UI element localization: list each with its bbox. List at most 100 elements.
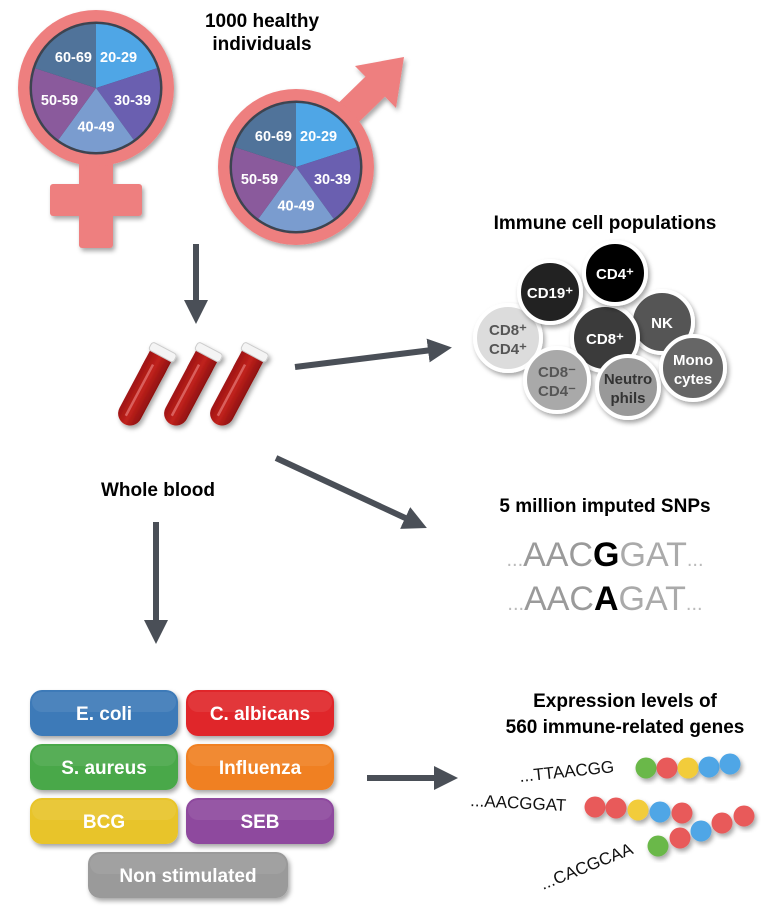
blood-tube-icon bbox=[118, 342, 177, 426]
age-group-label: 20-29 bbox=[100, 50, 137, 66]
cohort-title-line2: individuals bbox=[212, 34, 311, 55]
stimulus-influenza: Influenza bbox=[186, 744, 334, 790]
stimulus-s-aureus: S. aureus bbox=[30, 744, 178, 790]
immune-cell: CD4⁺ bbox=[582, 240, 648, 306]
stimulus-seb: SEB bbox=[186, 798, 334, 844]
immune-cell-cluster: CD8⁺ CD4⁺ CD19⁺ NK CD8⁺ CD4⁺ CD8⁻ CD4⁻ Neutro phi… bbox=[473, 240, 727, 420]
stimulus-non-stimulated: Non stimulated bbox=[88, 852, 288, 898]
seq-after: GAT bbox=[620, 536, 687, 574]
blood-tubes bbox=[118, 342, 269, 426]
immune-cell: CD8⁻ CD4⁻ bbox=[523, 346, 591, 414]
snp-seq-2: ...AACAGAT... bbox=[507, 580, 702, 618]
cell-label: CD8⁻ bbox=[538, 364, 576, 381]
expression-bead bbox=[635, 757, 657, 779]
cell-label: cytes bbox=[674, 371, 712, 388]
age-group-label: 30-39 bbox=[314, 172, 351, 188]
snp-variant: G bbox=[593, 536, 619, 574]
pie-slice-50-59 bbox=[232, 147, 296, 219]
expression-row: ...AACGGAT bbox=[470, 791, 693, 824]
age-group-label: 40-49 bbox=[77, 119, 114, 135]
cell-label: CD8⁺ bbox=[489, 322, 527, 339]
expression-bead bbox=[656, 757, 678, 779]
stimulation-conditions: E. coli C. albicans S. aureus Influenza BCG S… bbox=[30, 690, 334, 898]
age-group-label: 60-69 bbox=[255, 129, 292, 145]
immune-title: Immune cell populations bbox=[494, 213, 717, 234]
stimulus-e-coli: E. coli bbox=[30, 690, 178, 736]
expression-bead bbox=[719, 753, 741, 775]
cell-label: CD4⁺ bbox=[489, 341, 527, 358]
age-group-label: 50-59 bbox=[241, 172, 278, 188]
snp-sequences: ...AACGGAT... ...AACAGAT... bbox=[506, 536, 703, 618]
pie-slice-50-59 bbox=[32, 68, 96, 140]
stimulus-label: C. albicans bbox=[210, 704, 310, 725]
expression-bead bbox=[671, 802, 693, 824]
seq-before: AAC bbox=[523, 536, 593, 574]
stimulus-label: E. coli bbox=[76, 704, 132, 725]
stimulus-label: BCG bbox=[83, 812, 125, 833]
stimulus-label: S. aureus bbox=[61, 758, 147, 779]
blood-label: Whole blood bbox=[101, 480, 215, 501]
expression-bead bbox=[647, 835, 669, 857]
pie-slice-60-69 bbox=[235, 103, 296, 167]
cell-label: phils bbox=[610, 390, 645, 407]
pie-slice-20-29 bbox=[96, 24, 157, 88]
immune-cell: CD19⁺ bbox=[517, 259, 583, 325]
cell-label: NK bbox=[651, 315, 673, 332]
arrow-blood-to-snps bbox=[274, 455, 427, 529]
cell-label: CD4⁺ bbox=[596, 266, 634, 283]
gene-sequence: ...CACGCAA bbox=[537, 839, 636, 894]
stimulus-label: Influenza bbox=[219, 758, 302, 779]
expression-title-line1: Expression levels of bbox=[533, 691, 717, 712]
seq-after: GAT bbox=[619, 580, 686, 618]
stimulus-bcg: BCG bbox=[30, 798, 178, 844]
cell-label: CD19⁺ bbox=[527, 285, 573, 302]
age-group-label: 60-69 bbox=[55, 50, 92, 66]
pie-slice-60-69 bbox=[35, 24, 96, 88]
expression-bead bbox=[649, 801, 671, 823]
snp-title: 5 million imputed SNPs bbox=[499, 496, 710, 517]
expression-sequences: ...TTAACGG ...AACGGAT ...CACGCAA bbox=[470, 753, 755, 894]
gene-sequence: ...AACGGAT bbox=[470, 791, 567, 815]
expression-row: ...CACGCAA bbox=[537, 805, 755, 894]
expression-bead bbox=[584, 796, 606, 818]
cell-label: CD8⁺ bbox=[586, 331, 624, 348]
seq-suffix: ... bbox=[686, 593, 703, 615]
expression-title-line2: 560 immune-related genes bbox=[506, 717, 745, 738]
pie-slice-40-49 bbox=[58, 88, 134, 152]
age-group-label: 50-59 bbox=[41, 93, 78, 109]
age-group-label: 40-49 bbox=[277, 198, 314, 214]
snp-seq-1: ...AACGGAT... bbox=[506, 536, 703, 574]
immune-cell: CD8⁺ CD4⁺ bbox=[473, 303, 543, 373]
gene-sequence: ...TTAACGG bbox=[518, 757, 615, 786]
blood-tube-icon bbox=[164, 342, 223, 426]
cohort-title-line1: 1000 healthy bbox=[205, 11, 319, 32]
pie-slice-20-29 bbox=[296, 103, 357, 167]
stimulus-c-albicans: C. albicans bbox=[186, 690, 334, 736]
immune-cell: Neutro phils bbox=[595, 354, 661, 420]
expression-bead bbox=[698, 756, 720, 778]
snp-variant: A bbox=[594, 580, 619, 618]
immune-cell: Mono cytes bbox=[659, 334, 727, 402]
age-group-label: 30-39 bbox=[114, 93, 151, 109]
pie-slice-40-49 bbox=[258, 167, 334, 232]
expression-bead bbox=[627, 799, 649, 821]
expression-bead bbox=[669, 827, 691, 849]
age-group-label: 20-29 bbox=[300, 129, 337, 145]
expression-bead bbox=[690, 820, 712, 842]
arrow-blood-to-cells bbox=[294, 338, 452, 370]
immune-cell: NK bbox=[629, 289, 695, 355]
seq-prefix: ... bbox=[506, 549, 523, 571]
cell-label: Mono bbox=[673, 352, 713, 369]
seq-prefix: ... bbox=[507, 593, 524, 615]
expression-bead bbox=[677, 757, 699, 779]
stimulus-label: Non stimulated bbox=[119, 866, 256, 887]
expression-row: ...TTAACGG bbox=[518, 753, 741, 786]
expression-bead bbox=[711, 812, 733, 834]
seq-suffix: ... bbox=[687, 549, 704, 571]
blood-tube-icon bbox=[210, 342, 269, 426]
seq-before: AAC bbox=[524, 580, 594, 618]
cell-label: Neutro bbox=[604, 371, 652, 388]
